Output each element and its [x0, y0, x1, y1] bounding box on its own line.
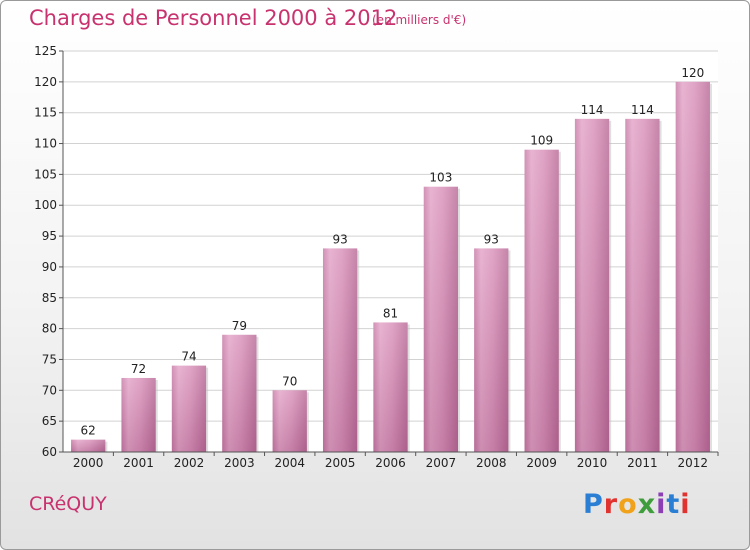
y-tick-label: 125 — [34, 44, 57, 58]
y-tick-label: 115 — [34, 106, 57, 120]
bar-value-label: 93 — [332, 232, 347, 246]
x-tick-label: 2000 — [73, 456, 104, 470]
y-tick-label: 95 — [42, 229, 57, 243]
bar-value-label: 72 — [131, 362, 146, 376]
logo-letter: P — [583, 489, 604, 520]
bar-value-label: 93 — [484, 232, 499, 246]
x-tick-label: 2004 — [274, 456, 305, 470]
proxiti-logo: Proxiti — [583, 489, 691, 520]
bar-value-label: 114 — [631, 103, 654, 117]
y-tick-label: 85 — [42, 291, 57, 305]
logo-letter: r — [603, 489, 619, 520]
x-tick-label: 2006 — [375, 456, 406, 470]
x-tick-label: 2008 — [476, 456, 507, 470]
y-tick-label: 105 — [34, 167, 57, 181]
chart-title: Charges de Personnel 2000 à 2012 — [29, 6, 398, 30]
bar-shade — [222, 334, 257, 452]
x-tick-label: 2001 — [123, 456, 154, 470]
bar-shade — [272, 390, 307, 452]
bar-shade — [625, 118, 660, 452]
bar-shade — [71, 439, 106, 452]
x-tick-label: 2005 — [325, 456, 356, 470]
x-tick-label: 2003 — [224, 456, 255, 470]
bar-value-label: 74 — [181, 350, 196, 364]
bar-shade — [524, 149, 559, 452]
bar-value-label: 70 — [282, 374, 297, 388]
y-tick-label: 80 — [42, 322, 57, 336]
bar-value-label: 120 — [681, 66, 704, 80]
logo-letter: i — [680, 489, 691, 520]
x-tick-label: 2007 — [426, 456, 457, 470]
y-tick-label: 60 — [42, 445, 57, 459]
bars: 62 72 74 79 70 93 81 103 93 109 114 114 120 — [71, 66, 712, 452]
bar-value-label: 62 — [81, 424, 96, 438]
bar-shade — [373, 322, 408, 452]
bar-shade — [322, 248, 358, 452]
logo-letter: i — [656, 489, 667, 520]
bar-value-label: 79 — [232, 319, 247, 333]
bar-value-label: 103 — [429, 171, 452, 185]
x-tick-label: 2012 — [678, 456, 709, 470]
logo-letter: o — [618, 489, 638, 520]
bar-value-label: 114 — [581, 103, 604, 117]
y-tick-label: 90 — [42, 260, 57, 274]
commune-name: CRéQUY — [29, 493, 107, 515]
x-tick-label: 2011 — [627, 456, 658, 470]
y-tick-label: 110 — [34, 137, 57, 151]
y-tick-label: 65 — [42, 414, 57, 428]
bar-shade — [423, 186, 459, 452]
x-tick-label: 2010 — [577, 456, 608, 470]
bar-shade — [574, 118, 610, 452]
y-tick-label: 100 — [34, 198, 57, 212]
x-tick-label: 2009 — [526, 456, 557, 470]
y-tick-label: 70 — [42, 383, 57, 397]
x-tick-label: 2002 — [174, 456, 205, 470]
logo-letter: x — [637, 489, 657, 520]
y-tick-label: 75 — [42, 352, 57, 366]
y-axis: 60 65 70 75 80 85 90 95 100 105 110 115 120 125 — [34, 44, 64, 459]
bar-shade — [675, 81, 710, 452]
x-axis: 2000 2001 2002 2003 2004 2005 2006 2007 2008 2009… — [63, 451, 719, 470]
bar-shade — [474, 248, 509, 452]
y-tick-label: 120 — [34, 75, 57, 89]
chart-subtitle: (en milliers d'€) — [372, 13, 467, 27]
bar-shade — [171, 365, 207, 452]
bar-shade — [121, 377, 156, 452]
bar-value-label: 81 — [383, 306, 398, 320]
logo-letter: t — [666, 489, 681, 520]
bar-value-label: 109 — [530, 134, 553, 148]
